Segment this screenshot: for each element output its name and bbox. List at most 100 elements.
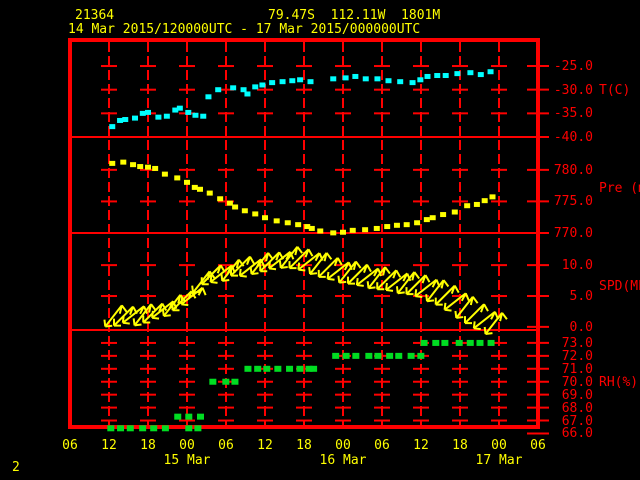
humidity-dot xyxy=(274,365,282,372)
temperature-dot xyxy=(139,110,146,116)
wind-arrow xyxy=(200,264,226,286)
wind-arrow xyxy=(464,303,489,325)
temperature-tick-label: -35.0 xyxy=(553,106,593,121)
humidity-dot xyxy=(374,352,382,359)
wind-arrow xyxy=(337,260,362,284)
temperature-dot xyxy=(409,80,416,86)
pressure-dot xyxy=(340,229,346,235)
wind-arrow xyxy=(355,267,383,287)
pressure-dot xyxy=(241,208,248,214)
pressure-dot xyxy=(273,218,280,224)
wind-arrow xyxy=(209,264,236,284)
x-hour-label: 06 xyxy=(62,438,78,453)
temperature-dot xyxy=(122,117,129,123)
wind-arrow xyxy=(385,272,412,292)
temperature-dot xyxy=(205,94,212,100)
humidity-dot xyxy=(117,425,125,432)
x-hour-label: 00 xyxy=(335,438,351,453)
pressure-dot xyxy=(109,160,116,166)
humidity-dot xyxy=(286,365,294,372)
pressure-dot xyxy=(308,225,315,231)
x-hour-label: 12 xyxy=(413,438,429,453)
humidity-tick-label: 70.0 xyxy=(561,375,593,390)
temperature-dot xyxy=(192,112,199,118)
pressure-dot xyxy=(137,164,144,170)
pressure-dot xyxy=(384,224,391,230)
temperature-dot xyxy=(155,114,162,120)
pressure-dot xyxy=(191,184,198,190)
wind-arrow xyxy=(230,255,255,277)
temperature-dot xyxy=(434,73,441,79)
pressure-dot xyxy=(295,222,302,228)
x-hour-label: 18 xyxy=(140,438,156,453)
pressure-tick-label: 775.0 xyxy=(553,194,593,209)
temperature-dot xyxy=(467,70,474,76)
pressure-dot xyxy=(429,215,436,221)
temperature-dot xyxy=(289,78,296,84)
x-hour-label: 18 xyxy=(452,438,468,453)
wind-arrow xyxy=(180,286,207,307)
humidity-dot xyxy=(352,352,360,359)
humidity-dot xyxy=(432,339,440,346)
pressure-dot xyxy=(232,204,239,210)
pressure-dot xyxy=(464,203,471,209)
temperature-dot xyxy=(352,73,359,79)
x-hour-label: 06 xyxy=(218,438,234,453)
humidity-dot xyxy=(487,339,495,346)
humidity-tick-label: 67.0 xyxy=(561,414,593,429)
pressure-dot xyxy=(330,230,337,236)
x-date-label: 16 Mar xyxy=(319,453,367,468)
pressure-dot xyxy=(414,220,421,226)
temperature-dot xyxy=(362,76,369,82)
wind-arrow xyxy=(317,257,343,278)
humidity-dot xyxy=(476,339,484,346)
wind-arrow xyxy=(366,266,391,290)
temperature-dot xyxy=(244,91,251,97)
temperature-dot xyxy=(172,107,179,113)
temperature-dot xyxy=(215,87,222,93)
humidity-tick-label: 66.0 xyxy=(561,426,593,441)
wind-arrow xyxy=(326,261,353,281)
humidity-dot xyxy=(441,339,449,346)
temperature-dot xyxy=(385,78,392,84)
temperature-dot xyxy=(252,84,259,90)
wind-arrow xyxy=(288,248,314,270)
x-hour-label: 06 xyxy=(530,438,546,453)
wind-tick-label: 5.0 xyxy=(569,289,593,304)
wind-tick-label: 10.0 xyxy=(561,258,593,273)
humidity-dot xyxy=(197,413,204,420)
wind-arrow xyxy=(483,312,508,335)
pressure-dot xyxy=(393,222,400,228)
wind-arrow xyxy=(297,252,324,272)
pressure-dot xyxy=(423,217,430,223)
temperature-dot xyxy=(240,87,247,93)
humidity-dot xyxy=(305,365,313,372)
temperature-dot xyxy=(442,73,449,79)
pressure-dot xyxy=(226,200,233,206)
wind-arrow xyxy=(425,279,450,303)
wind-arrow xyxy=(249,252,274,276)
wind-arrow xyxy=(405,274,431,296)
temperature-tick-label: -30.0 xyxy=(553,83,593,98)
humidity-dot xyxy=(407,352,415,359)
humidity-dot xyxy=(395,352,403,359)
pressure-dot xyxy=(373,225,380,231)
temperature-dot xyxy=(424,73,431,79)
wind-arrow xyxy=(395,271,420,295)
temperature-dot xyxy=(279,79,286,85)
temperature-dot xyxy=(307,79,314,85)
pressure-dot xyxy=(262,215,268,221)
pressure-dot xyxy=(451,209,458,215)
temperature-dot xyxy=(454,71,461,77)
humidity-axis-title: RH(%) xyxy=(599,375,639,390)
humidity-dot xyxy=(161,425,169,432)
pressure-dot xyxy=(184,179,190,185)
temperature-dot xyxy=(185,109,192,115)
temperature-dot xyxy=(163,113,170,119)
pressure-dot xyxy=(284,220,291,226)
pressure-dot xyxy=(120,159,127,165)
pressure-dot xyxy=(145,164,151,170)
temperature-dot xyxy=(176,105,183,111)
humidity-dot xyxy=(107,425,115,432)
humidity-dot xyxy=(296,365,304,372)
